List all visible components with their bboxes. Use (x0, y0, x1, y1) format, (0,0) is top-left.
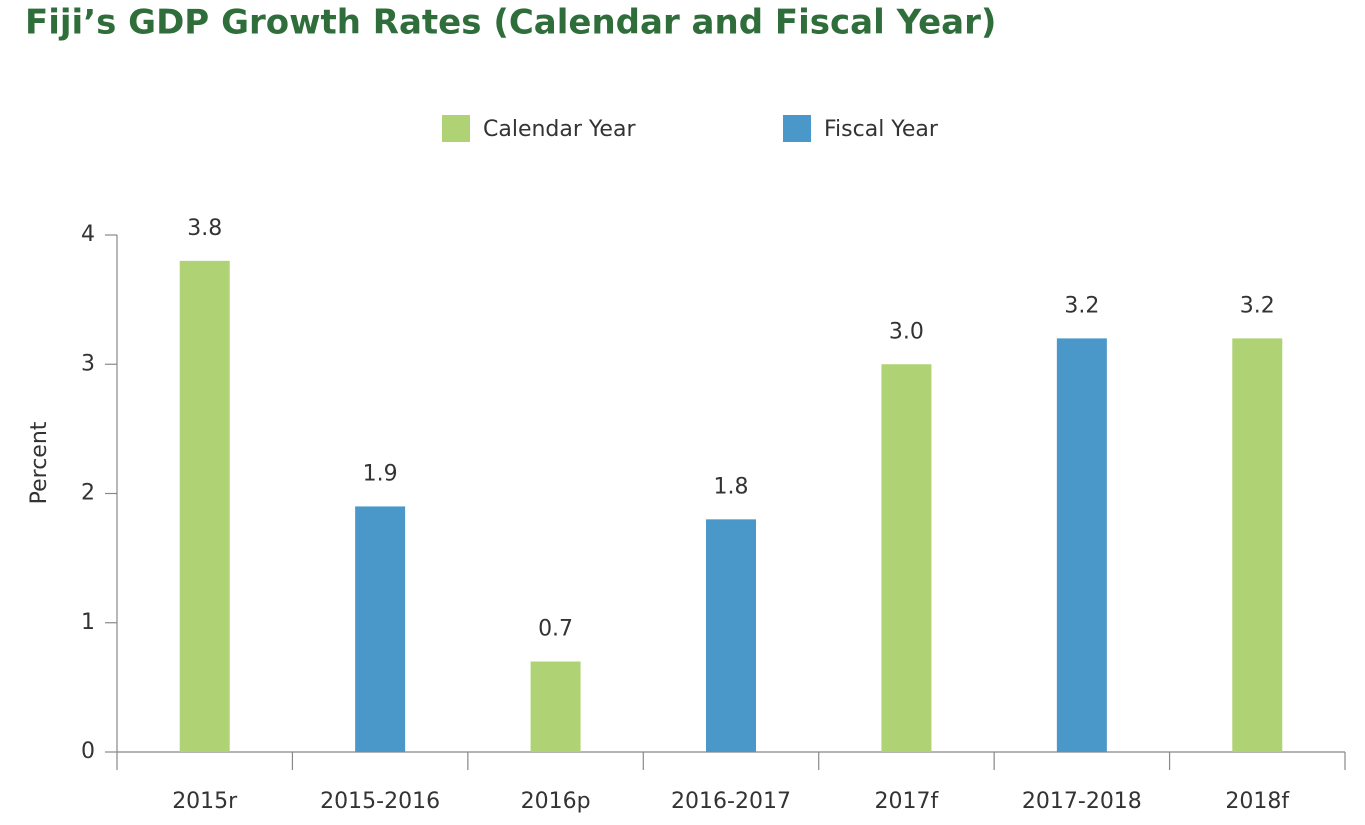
bar (530, 661, 581, 752)
x-tick-label: 2015r (172, 789, 238, 814)
data-label: 1.8 (714, 474, 749, 499)
bar (1232, 338, 1283, 752)
x-tick-label: 2015-2016 (320, 789, 440, 814)
legend-swatch (783, 115, 811, 142)
x-tick-label: 2016p (521, 789, 591, 814)
data-label: 1.9 (363, 461, 398, 486)
y-tick-label: 1 (81, 610, 95, 635)
data-label: 3.0 (889, 319, 924, 344)
data-label: 3.2 (1240, 293, 1275, 318)
x-tick-label: 2018f (1225, 789, 1290, 814)
y-tick-label: 3 (81, 351, 95, 376)
x-tick-label: 2017f (875, 789, 940, 814)
y-tick-label: 2 (81, 481, 95, 506)
x-tick-label: 2017-2018 (1022, 789, 1142, 814)
data-label: 3.8 (187, 216, 222, 241)
legend-swatch (442, 115, 470, 142)
x-tick-label: 2016-2017 (671, 789, 791, 814)
data-label: 0.7 (538, 617, 573, 642)
data-label: 3.2 (1064, 293, 1099, 318)
bar (1056, 338, 1107, 752)
legend-label: Calendar Year (483, 117, 636, 142)
bar (355, 506, 406, 752)
y-axis-label: Percent (27, 421, 52, 504)
y-tick-label: 4 (81, 222, 95, 247)
bar (706, 519, 756, 752)
chart-title: Fiji’s GDP Growth Rates (Calendar and Fi… (25, 3, 996, 43)
legend-label: Fiscal Year (824, 117, 939, 142)
bar (179, 260, 230, 752)
y-tick-label: 0 (81, 739, 95, 764)
bar (881, 364, 932, 752)
